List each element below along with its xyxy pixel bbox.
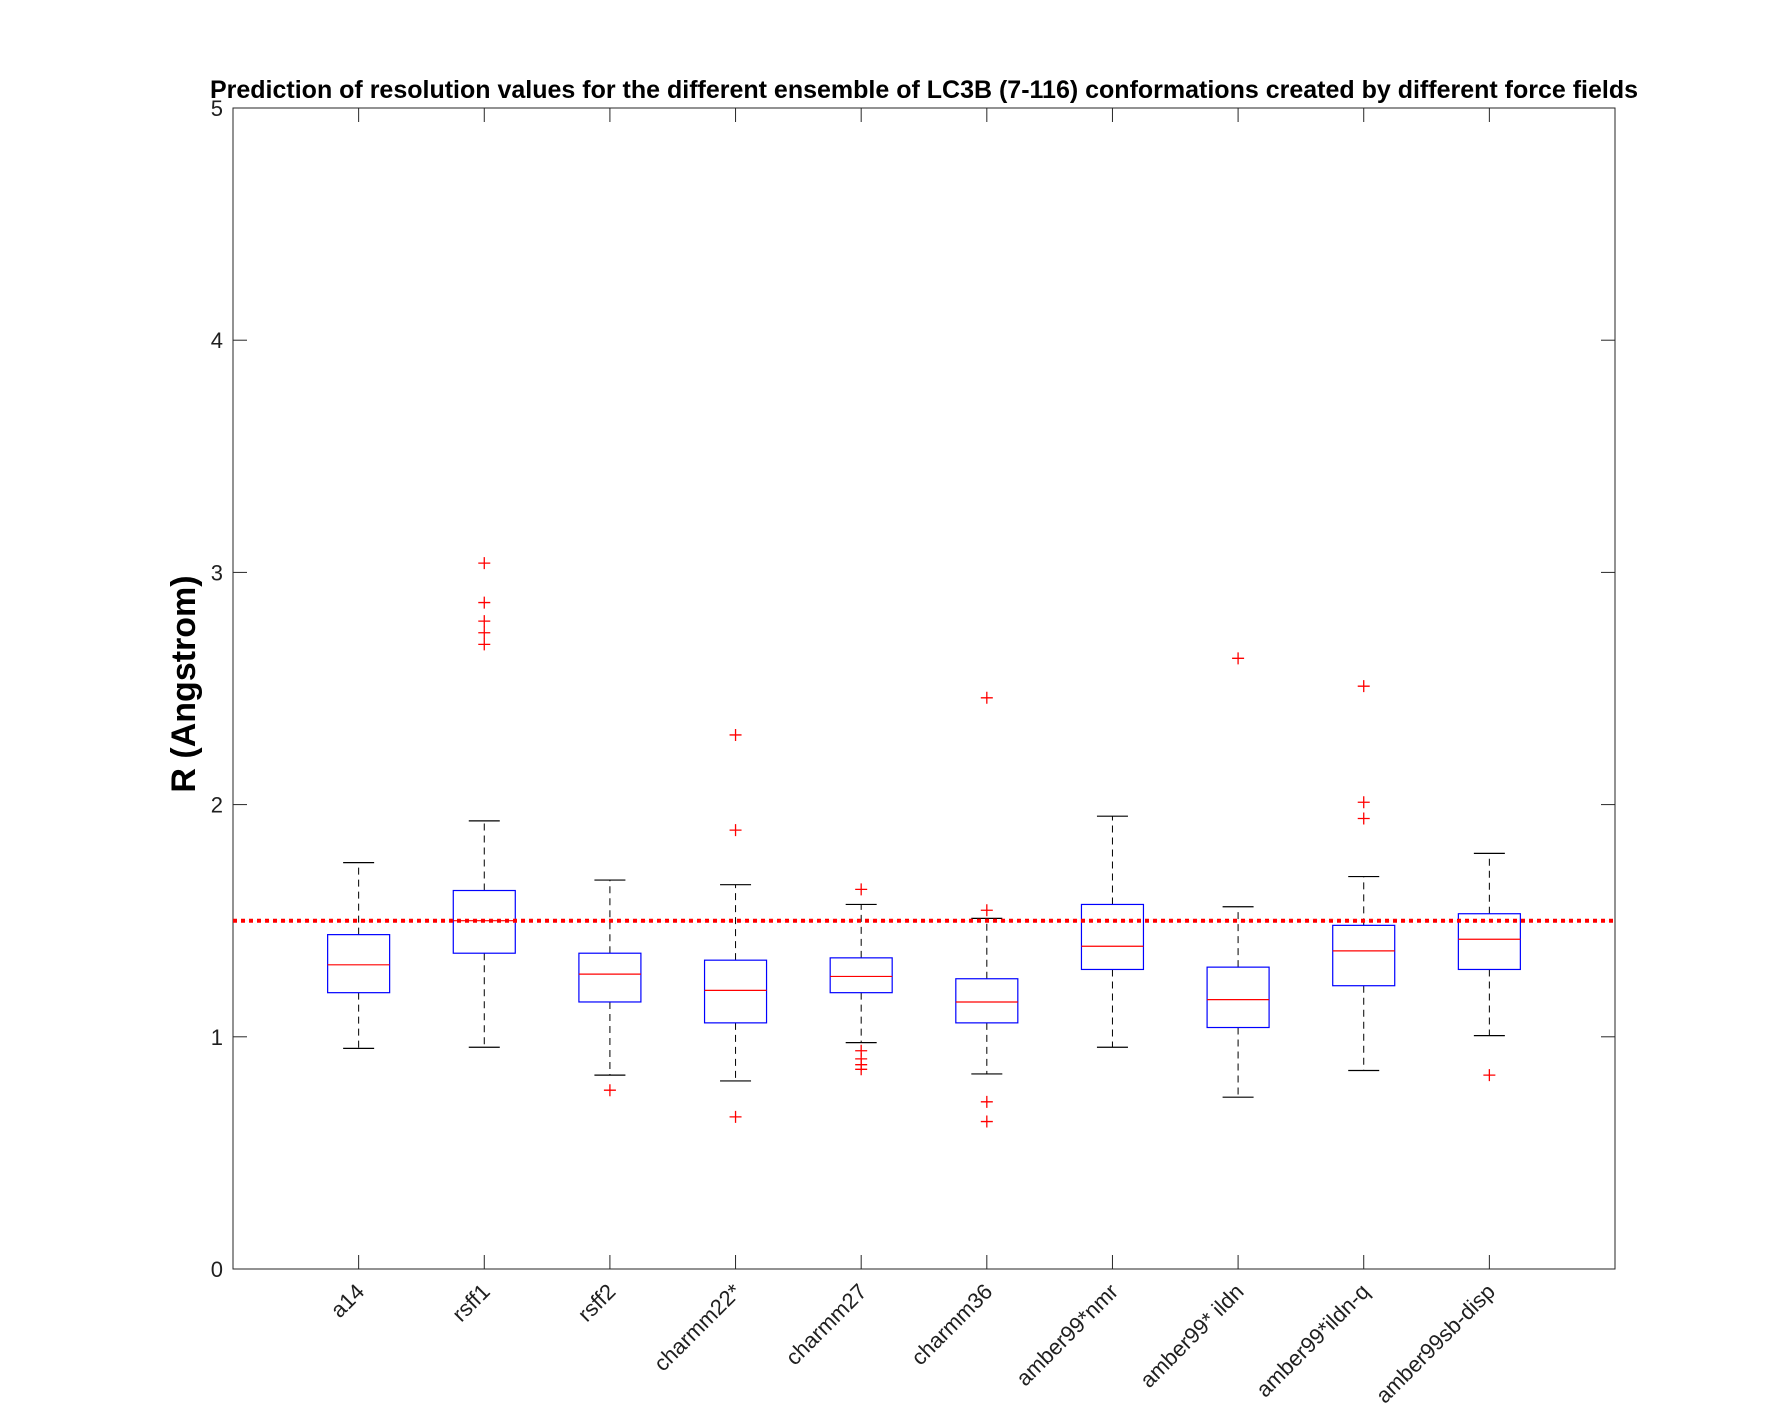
- y-tick-label: 2: [211, 793, 223, 818]
- x-tick-label: amber99*ildn-q: [1251, 1279, 1374, 1402]
- box-iqr: [327, 934, 391, 994]
- x-tick-label: a14: [326, 1279, 370, 1323]
- outlier-marker: [478, 638, 491, 651]
- x-tick-label: charmm36: [906, 1279, 997, 1370]
- outlier-marker: [980, 904, 993, 917]
- outlier-marker: [729, 824, 742, 837]
- box-iqr: [1332, 924, 1396, 987]
- outlier-marker: [855, 883, 868, 896]
- x-tick-label: charmm27: [781, 1279, 872, 1370]
- x-tick-label: charmm22*: [649, 1279, 747, 1377]
- outlier-marker: [729, 1110, 742, 1123]
- outlier-marker: [478, 626, 491, 639]
- box-iqr: [1457, 913, 1521, 971]
- outlier-marker: [1483, 1069, 1496, 1082]
- outlier-marker: [1357, 680, 1370, 693]
- outlier-marker: [478, 596, 491, 609]
- y-axis-label: R (Angstrom): [165, 575, 203, 792]
- outlier-marker: [1232, 652, 1245, 665]
- x-tick-label: amber99sb-disp: [1371, 1279, 1500, 1408]
- box-iqr: [578, 952, 642, 1003]
- outlier-marker: [980, 691, 993, 704]
- outlier-marker: [729, 728, 742, 741]
- chart-title: Prediction of resolution values for the …: [210, 76, 1638, 104]
- box-iqr: [829, 957, 893, 994]
- outlier-marker: [478, 557, 491, 570]
- box-iqr: [703, 959, 768, 1024]
- y-tick-label: 1: [211, 1025, 223, 1050]
- box-iqr: [955, 978, 1019, 1024]
- plot-area: 0 1 2 3 4 5 a14 rsff1 rsff2 charmm22* charmm27 char…: [211, 96, 1616, 1408]
- x-tick-label: amber99* ildn: [1135, 1279, 1249, 1393]
- outlier-marker: [478, 615, 491, 628]
- x-tick-label: amber99*nmr: [1011, 1279, 1123, 1391]
- outlier-marker: [980, 1115, 993, 1128]
- x-tick-label: rsff1: [447, 1279, 495, 1327]
- box-iqr: [1080, 903, 1145, 971]
- y-tick-label: 3: [211, 560, 223, 585]
- plot-frame: [232, 107, 1616, 1270]
- outlier-marker: [1357, 796, 1370, 809]
- box-iqr: [1206, 966, 1270, 1029]
- y-tick-label: 0: [211, 1257, 223, 1282]
- y-tick-label: 4: [211, 328, 223, 353]
- outlier-marker: [603, 1084, 616, 1097]
- outlier-marker: [855, 1044, 868, 1057]
- outlier-marker: [1357, 812, 1370, 825]
- y-tick-label: 5: [211, 96, 223, 121]
- x-tick-label: rsff2: [573, 1279, 621, 1327]
- outlier-marker: [980, 1095, 993, 1108]
